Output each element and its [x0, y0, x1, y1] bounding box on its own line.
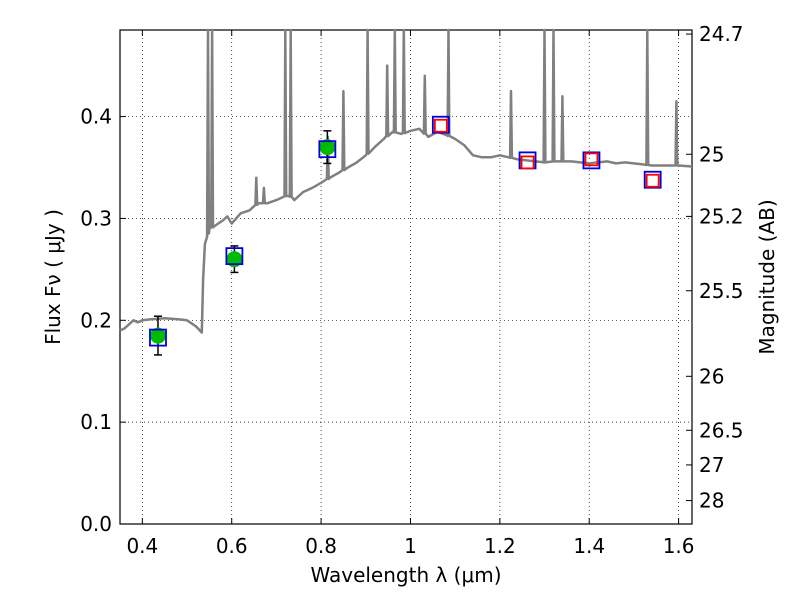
model-flux-square-red [520, 155, 535, 170]
model-flux-square [318, 140, 337, 159]
y-right-tick-label: 26.5 [699, 418, 744, 442]
y-right-axis-label: Magnitude (AB) [755, 199, 779, 354]
model-flux-square [431, 115, 450, 134]
model-flux-square [225, 247, 244, 266]
y-right-tick-label: 25 [699, 142, 724, 166]
grid [120, 30, 692, 525]
y-right-tick-label: 24.7 [699, 22, 744, 46]
model-flux-square [582, 151, 601, 170]
spectrum-line [119, 28, 693, 334]
x-tick-label: 0.6 [216, 534, 248, 558]
model-flux-square-red [584, 152, 599, 167]
y-right-tick-label: 26 [699, 364, 724, 388]
x-tick-label: 1 [404, 534, 417, 558]
y-right-axis-ticks: 24.7 25 25.2 25.5 26 26.5 27 28 [686, 22, 744, 513]
x-axis-ticks: 0.4 0.6 0.8 1 1.2 1.4 1.6 [126, 30, 695, 558]
x-tick-label: 1.4 [573, 534, 605, 558]
x-tick-label: 1.6 [663, 534, 695, 558]
model-flux-square-red [433, 118, 448, 133]
y-axis-ticks: 0.0 0.1 0.2 0.3 0.4 [80, 105, 126, 536]
y-tick-label: 0.4 [80, 105, 112, 129]
x-tick-label: 1.2 [484, 534, 516, 558]
y-right-tick-label: 27 [699, 453, 724, 477]
photometry-points [149, 115, 662, 356]
y-axis-label: Flux Fν ( μJy ) [41, 209, 65, 345]
x-tick-label: 0.4 [126, 534, 158, 558]
y-tick-label: 0.3 [80, 206, 112, 230]
model-flux-square [149, 328, 167, 347]
y-right-tick-label: 25.5 [699, 279, 744, 303]
y-tick-label: 0.0 [80, 512, 112, 536]
plot-frame [119, 29, 693, 525]
x-axis-label: Wavelength λ (μm) [310, 563, 501, 587]
y-right-tick-label: 25.2 [699, 204, 744, 228]
y-tick-label: 0.1 [80, 410, 112, 434]
x-tick-label: 0.8 [305, 534, 337, 558]
model-flux-square [643, 170, 662, 189]
y-right-tick-label: 28 [699, 489, 724, 513]
model-spectrum [119, 28, 693, 334]
model-flux-square-red [645, 173, 660, 188]
y-tick-label: 0.2 [80, 308, 112, 332]
